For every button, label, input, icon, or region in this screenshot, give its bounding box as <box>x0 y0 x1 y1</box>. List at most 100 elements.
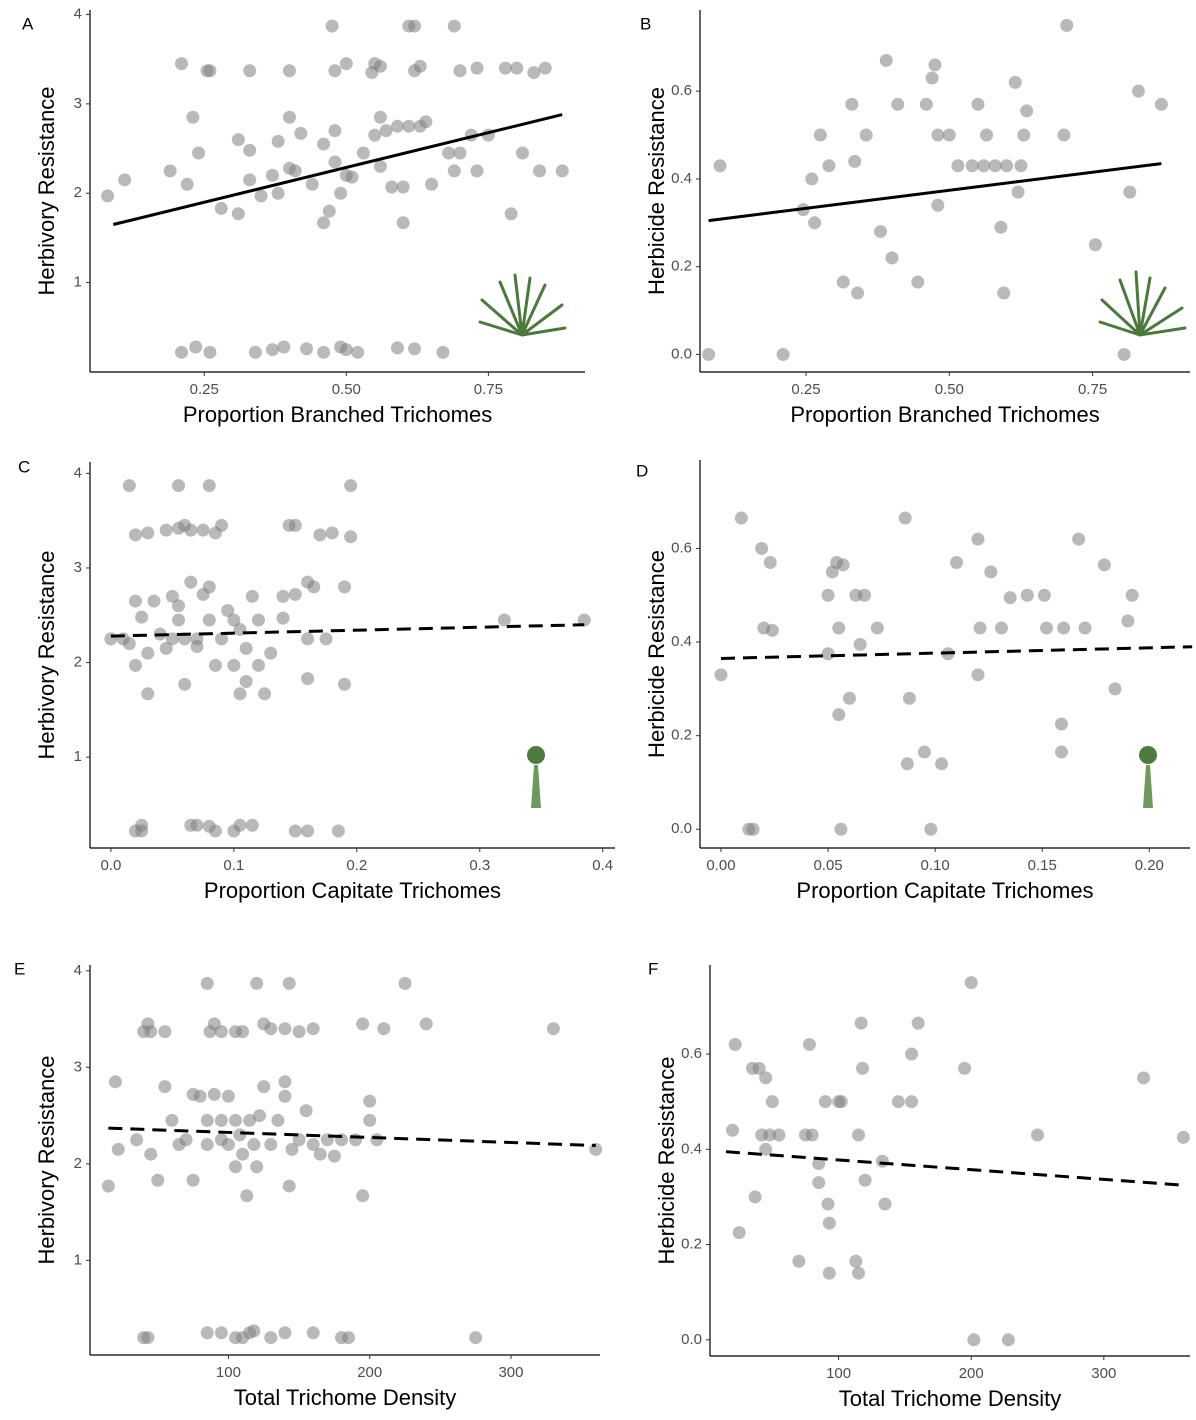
data-point <box>122 637 136 651</box>
data-point <box>905 1047 919 1061</box>
y-tick-label: 4 <box>74 5 82 22</box>
data-point <box>859 128 873 142</box>
data-point <box>821 588 835 602</box>
data-point <box>805 172 819 186</box>
data-point <box>258 687 272 701</box>
data-point <box>1001 1333 1015 1347</box>
data-point <box>398 976 412 990</box>
data-point <box>214 1025 228 1039</box>
panel: B 0.0 0.2 0.4 0.6 0.25 0.50 0.75 Proportion Bran… <box>640 10 1190 427</box>
x-tick-label: 0.15 <box>1028 857 1057 874</box>
data-point <box>264 1022 278 1036</box>
data-point <box>1137 1071 1151 1085</box>
data-point <box>251 658 265 672</box>
data-point <box>322 204 336 218</box>
data-point <box>141 526 155 540</box>
data-point <box>257 1080 271 1094</box>
y-tick-label: 0.4 <box>671 170 692 187</box>
data-point <box>917 745 931 759</box>
data-point <box>818 1095 832 1109</box>
x-tick-label: 300 <box>1091 1365 1116 1382</box>
data-point <box>470 164 484 178</box>
data-point <box>338 677 352 691</box>
data-point <box>172 479 186 493</box>
data-point <box>726 1123 740 1137</box>
data-point <box>533 164 547 178</box>
data-point <box>436 345 450 359</box>
y-axis-title: Herbivory Resistance <box>34 550 59 759</box>
data-point <box>498 61 512 75</box>
data-point <box>264 1138 278 1152</box>
y-tick-label: 2 <box>74 184 82 201</box>
data-point <box>200 1138 214 1152</box>
panel: F 0.0 0.2 0.4 0.6 100 200 300 Total Trichome Den… <box>648 959 1190 1411</box>
data-point <box>158 1025 172 1039</box>
data-point <box>1121 614 1135 628</box>
data-point <box>385 180 399 194</box>
y-tick-label: 3 <box>74 559 82 576</box>
data-point <box>759 1142 773 1156</box>
data-point <box>193 1089 207 1103</box>
y-tick-label: 3 <box>74 1058 82 1075</box>
data-point <box>317 137 331 151</box>
data-point <box>328 64 342 78</box>
y-tick-label: 0.2 <box>681 1236 702 1253</box>
data-point <box>363 1094 377 1108</box>
data-point <box>967 1333 981 1347</box>
data-point <box>101 1179 115 1193</box>
data-point <box>1055 717 1069 731</box>
data-point <box>342 1331 356 1345</box>
data-point <box>1078 621 1092 635</box>
data-point <box>950 555 964 569</box>
data-point <box>334 186 348 200</box>
data-point <box>301 824 315 838</box>
data-point <box>373 159 387 173</box>
data-point <box>842 691 856 705</box>
data-point <box>288 587 302 601</box>
y-tick-label: 0.0 <box>671 820 692 837</box>
data-point <box>282 1179 296 1193</box>
data-point <box>172 599 186 613</box>
x-tick-label: 100 <box>216 1364 241 1381</box>
data-point <box>207 1087 221 1101</box>
data-point <box>317 345 331 359</box>
data-point <box>1125 588 1139 602</box>
data-point <box>363 1113 377 1127</box>
data-point <box>159 523 173 537</box>
x-tick-label: 0.05 <box>813 857 842 874</box>
data-point <box>356 1189 370 1203</box>
data-point <box>845 97 859 111</box>
data-point <box>988 159 1002 173</box>
data-point <box>165 589 179 603</box>
data-point <box>208 824 222 838</box>
data-point <box>339 57 353 71</box>
data-point <box>408 342 422 356</box>
data-point <box>752 1061 766 1075</box>
data-point <box>836 558 850 572</box>
data-point <box>851 286 865 300</box>
data-point <box>328 155 342 169</box>
data-point <box>278 1022 292 1036</box>
data-point <box>180 177 194 191</box>
data-point <box>413 59 427 73</box>
data-point <box>527 66 541 80</box>
y-tick-label: 0.0 <box>671 345 692 362</box>
data-point <box>163 164 177 178</box>
panel-label: C <box>18 457 30 476</box>
data-point <box>1008 75 1022 89</box>
data-point <box>958 1061 972 1075</box>
data-point <box>368 128 382 142</box>
x-tick-label: 0.0 <box>100 857 121 874</box>
data-point <box>453 64 467 78</box>
data-point <box>254 189 268 203</box>
data-point <box>802 1038 816 1052</box>
data-point <box>325 19 339 33</box>
data-point <box>265 343 279 357</box>
data-point <box>278 1089 292 1103</box>
data-point <box>130 1133 144 1147</box>
data-point <box>325 526 339 540</box>
panel-label: E <box>14 959 25 978</box>
x-tick-label: 0.4 <box>592 857 613 874</box>
data-point <box>292 1025 306 1039</box>
trend-line <box>725 1150 1181 1187</box>
